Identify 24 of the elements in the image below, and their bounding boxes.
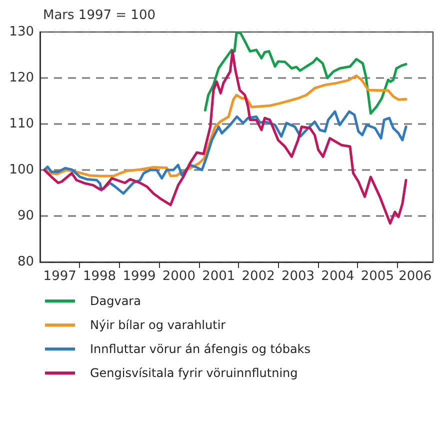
- legend-label: Nýir bílar og varahlutir: [90, 318, 226, 332]
- y-axis-title: Mars 1997 = 100: [43, 8, 156, 23]
- x-tick-label: 1999: [122, 269, 156, 284]
- y-tick-label: 110: [9, 116, 34, 132]
- legend-label: Innfluttar vörur án áfengis og tóbaks: [90, 342, 311, 356]
- y-tick-label: 120: [9, 70, 34, 86]
- y-tick-label: 100: [9, 162, 34, 178]
- line-series: [43, 50, 408, 225]
- line-series: [43, 110, 408, 195]
- y-tick-label: 90: [17, 208, 34, 224]
- y-tick-label: 80: [17, 254, 34, 270]
- x-tick-label: 1998: [83, 269, 116, 284]
- x-tick-label: 2004: [321, 269, 354, 284]
- x-tick-label: 2001: [202, 269, 236, 284]
- x-tick-label: 2003: [281, 269, 315, 284]
- x-tick-label: 2002: [242, 269, 275, 284]
- x-tick-label: 2005: [360, 269, 394, 284]
- line-series: [204, 32, 408, 115]
- legend-label: Dagvara: [90, 294, 141, 308]
- x-tick-label: 1997: [43, 269, 76, 284]
- x-tick-label: 2000: [162, 269, 196, 284]
- legend-label: Gengisvísitala fyrir vöruinnflutning: [90, 366, 298, 380]
- x-tick-label: 2006: [398, 269, 432, 284]
- y-tick-label: 130: [9, 24, 34, 40]
